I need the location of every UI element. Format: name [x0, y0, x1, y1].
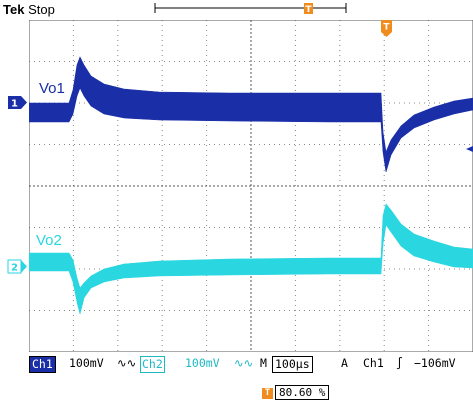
scope-brand-status: Tek Stop [3, 2, 55, 17]
ch1-status-tag[interactable]: Ch1 [29, 356, 56, 373]
ch1-marker-arrow-icon [21, 96, 27, 109]
acquisition-state: Stop [28, 2, 55, 17]
trigger-source[interactable]: Ch1 [363, 356, 384, 370]
ch1-ground-marker-icon[interactable] [8, 96, 21, 109]
ch1-marker-number: 1 [11, 99, 18, 110]
trigger-slope-icon: ∫ [396, 356, 403, 370]
brand-label: Tek [3, 2, 25, 17]
trigger-position-readout: T 80.60 % [262, 385, 330, 400]
ch2-trace-label: Vo2 [36, 232, 62, 249]
scope-header: Tek Stop T [0, 0, 473, 20]
ch2-marker-number: 2 [11, 263, 18, 274]
ch2-bandwidth-icon: ∿∿ [234, 356, 254, 370]
trigger-readout-icon: T [262, 387, 273, 399]
status-bar: Ch1 100mV ∿∿ Ch2 100mV ∿∿ M 100µs A Ch1 … [29, 356, 473, 373]
ch2-trace [29, 203, 473, 315]
ch2-volts-per-div: 100mV [185, 356, 220, 370]
ch2-marker-arrow-icon [21, 260, 27, 273]
graticule-center-axes [29, 20, 473, 352]
time-per-div[interactable]: 100µs [272, 356, 313, 373]
record-trigger-letter: T [305, 5, 312, 15]
waveform-display[interactable]: Vo1 Vo2 [29, 20, 473, 352]
main-timebase-label: M [260, 356, 267, 370]
trigger-position-value: 80.60 % [275, 385, 330, 400]
trigger-level: −106mV [414, 356, 456, 370]
ch1-volts-per-div: 100mV [69, 356, 104, 370]
record-position-bar[interactable]: T [0, 0, 473, 20]
record-trigger-icon [304, 3, 313, 14]
ch1-trace-label: Vo1 [39, 80, 65, 97]
trigger-mode: A [341, 356, 348, 370]
ch1-trace [29, 56, 473, 173]
trigger-level-arrow-icon [466, 146, 473, 152]
ch2-ground-marker-icon[interactable] [7, 259, 22, 274]
ch2-status-tag[interactable]: Ch2 [140, 356, 165, 373]
ch1-bandwidth-icon: ∿∿ [117, 356, 137, 370]
